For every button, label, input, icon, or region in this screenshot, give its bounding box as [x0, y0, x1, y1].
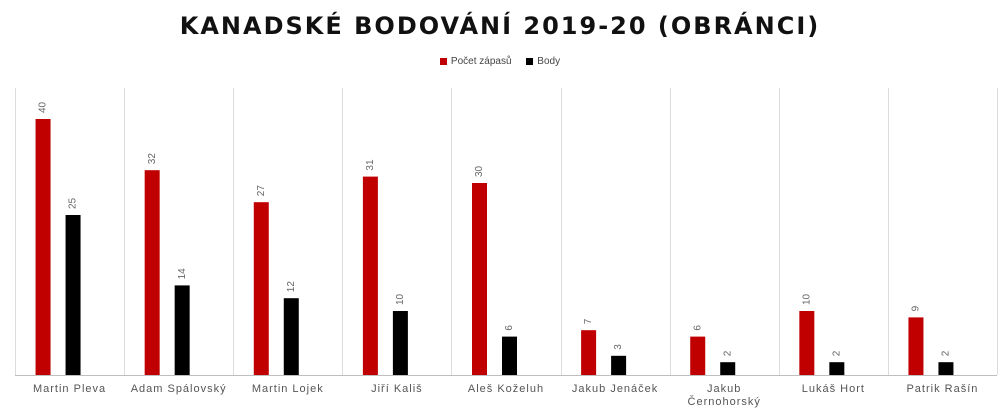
data-label: 14 — [177, 268, 188, 280]
bar-body — [611, 355, 627, 375]
bar-body — [283, 298, 299, 375]
data-label: 10 — [801, 293, 812, 305]
bar-body — [938, 362, 954, 375]
category-label: Černohorský — [688, 395, 761, 408]
legend-label-series-1: Počet zápasů — [450, 56, 512, 67]
bar-zapasy — [581, 330, 597, 375]
bar-zapasy — [253, 202, 269, 375]
data-label: 10 — [395, 293, 406, 305]
category-label: Adam Spálovský — [131, 383, 227, 395]
data-label: 2 — [831, 350, 842, 356]
data-label: 30 — [474, 165, 485, 177]
bar-body — [65, 215, 81, 375]
category-label: Jiří Kališ — [371, 383, 423, 395]
data-label: 9 — [911, 305, 922, 311]
legend-item-series-1: Počet zápasů — [439, 56, 512, 67]
data-label: 31 — [365, 159, 376, 171]
bar-zapasy — [908, 317, 924, 375]
data-label: 25 — [68, 197, 79, 209]
data-label: 6 — [692, 325, 703, 331]
category-label: Martin Pleva — [33, 383, 106, 395]
data-label: 2 — [722, 350, 733, 356]
bar-zapasy — [799, 311, 815, 375]
category-label: Lukáš Hort — [802, 383, 865, 395]
data-label: 7 — [583, 318, 594, 324]
bar-zapasy — [690, 336, 706, 375]
bar-body — [720, 362, 736, 375]
bar-zapasy — [35, 119, 51, 375]
legend-swatch-series-1 — [439, 58, 447, 65]
category-label: Jakub — [707, 383, 741, 395]
data-label: 2 — [941, 350, 952, 356]
bar-body — [392, 311, 408, 375]
bar-body — [174, 285, 190, 375]
legend-label-series-2: Body — [537, 56, 561, 67]
bar-zapasy — [472, 183, 487, 375]
bar-zapasy — [144, 170, 160, 375]
data-label: 27 — [256, 185, 267, 197]
data-label: 3 — [613, 344, 624, 350]
data-label: 12 — [286, 281, 297, 293]
category-label: Aleš Koželuh — [468, 383, 544, 395]
category-label: Jakub Jenáček — [572, 383, 658, 395]
chart-title: KANADSKÉ BODOVÁNÍ 2019-20 (OBRÁNCI) — [179, 12, 821, 40]
legend-item-series-2: Body — [526, 56, 560, 67]
legend: Počet zápasů Body — [0, 56, 1000, 67]
data-label: 40 — [38, 101, 49, 113]
category-label: Martin Lojek — [252, 383, 324, 395]
legend-swatch-series-2 — [526, 58, 534, 65]
data-label: 6 — [504, 325, 515, 331]
bar-zapasy — [362, 176, 378, 375]
data-label: 32 — [147, 153, 158, 165]
bar-body — [502, 336, 517, 375]
bar-body — [829, 362, 845, 375]
category-label: Patrik Rašín — [906, 383, 978, 395]
